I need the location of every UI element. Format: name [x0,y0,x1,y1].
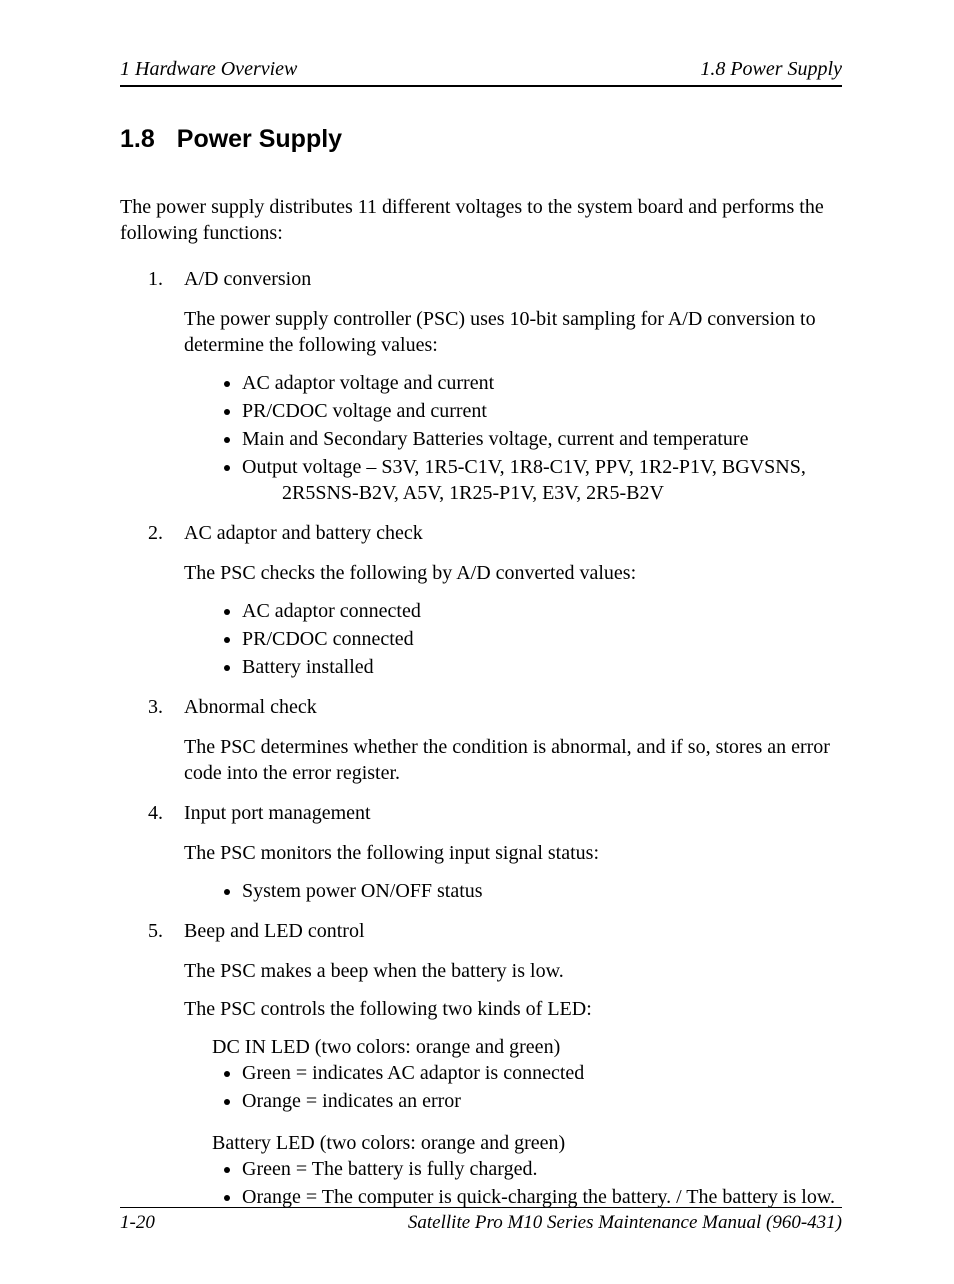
section-number: 1.8 [120,123,155,156]
bullet-list: AC adaptor connected PR/CDOC connected B… [184,598,842,680]
bullet-item: Orange = indicates an error [242,1088,842,1114]
header-left: 1 Hardware Overview [120,56,297,82]
bullet-list: Green = The battery is fully charged. Or… [184,1156,842,1210]
group-label: Battery LED (two colors: orange and gree… [212,1130,842,1156]
bullet-list: AC adaptor voltage and current PR/CDOC v… [184,370,842,506]
section-title: Power Supply [177,125,342,153]
bullet-item: AC adaptor connected [242,598,842,624]
bullet-item: Orange = The computer is quick-charging … [242,1184,842,1210]
item-paragraph: The PSC makes a beep when the battery is… [184,958,842,984]
page: 1 Hardware Overview 1.8 Power Supply 1.8… [0,0,954,1284]
bullet-item: AC adaptor voltage and current [242,370,842,396]
list-item: Input port management The PSC monitors t… [148,800,842,904]
item-paragraph: The PSC monitors the following input sig… [184,840,842,866]
list-item: A/D conversion The power supply controll… [148,266,842,506]
page-footer: 1-20 Satellite Pro M10 Series Maintenanc… [120,1207,842,1236]
bullet-item: Green = The battery is fully charged. [242,1156,842,1182]
section-heading: 1.8 Power Supply [120,123,842,156]
group-label: DC IN LED (two colors: orange and green) [212,1034,842,1060]
item-paragraph: The PSC checks the following by A/D conv… [184,560,842,586]
list-item: Abnormal check The PSC determines whethe… [148,694,842,786]
page-header: 1 Hardware Overview 1.8 Power Supply [120,56,842,87]
bullet-item: Green = indicates AC adaptor is connecte… [242,1060,842,1086]
bullet-list: Green = indicates AC adaptor is connecte… [184,1060,842,1114]
item-title: Beep and LED control [184,918,842,944]
bullet-item: PR/CDOC voltage and current [242,398,842,424]
item-title: A/D conversion [184,266,842,292]
header-right: 1.8 Power Supply [700,56,842,82]
bullet-item: Main and Secondary Batteries voltage, cu… [242,426,842,452]
item-paragraph: The PSC controls the following two kinds… [184,996,842,1022]
list-item: AC adaptor and battery check The PSC che… [148,520,842,680]
footer-page-number: 1-20 [120,1211,155,1236]
list-item: Beep and LED control The PSC makes a bee… [148,918,842,1210]
item-paragraph: The PSC determines whether the condition… [184,734,842,786]
bullet-list: System power ON/OFF status [184,878,842,904]
bullet-item: Output voltage – S3V, 1R5-C1V, 1R8-C1V, … [242,454,842,506]
item-title: Abnormal check [184,694,842,720]
item-title: AC adaptor and battery check [184,520,842,546]
item-title: Input port management [184,800,842,826]
bullet-item: PR/CDOC connected [242,626,842,652]
footer-manual-title: Satellite Pro M10 Series Maintenance Man… [408,1211,842,1236]
bullet-item: Battery installed [242,654,842,680]
ordered-list: A/D conversion The power supply controll… [148,266,842,1210]
intro-paragraph: The power supply distributes 11 differen… [120,194,842,246]
item-paragraph: The power supply controller (PSC) uses 1… [184,306,842,358]
bullet-item: System power ON/OFF status [242,878,842,904]
